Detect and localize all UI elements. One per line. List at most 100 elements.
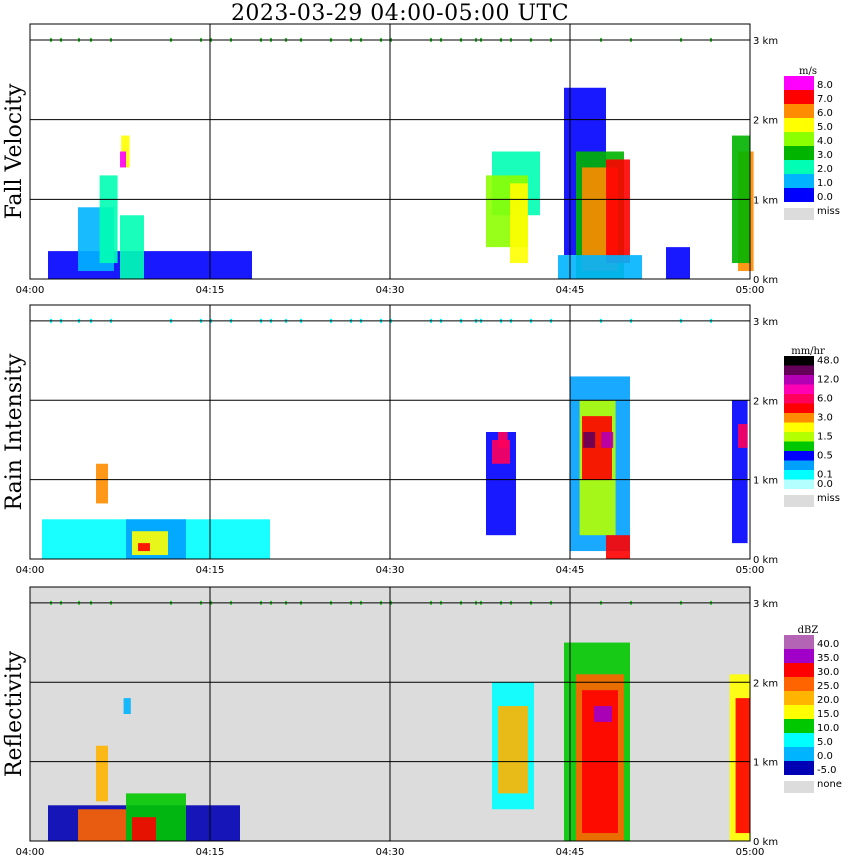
legend-swatch <box>784 160 814 174</box>
legend-label: 6.0 <box>817 108 833 119</box>
legend-swatch <box>784 432 814 442</box>
legend-label: 35.0 <box>817 653 839 664</box>
legend-swatch <box>784 118 814 132</box>
y-tick-label: 0 km <box>753 837 778 848</box>
legend-swatch <box>784 384 814 394</box>
echo-cell <box>78 809 126 841</box>
echo-cell <box>96 745 108 802</box>
color-legend: dBZ 40.0 35.0 30.0 25.0 20.0 15.0 10.0 5.0 0.0 -5.… <box>784 625 842 793</box>
echo-cell <box>138 543 150 552</box>
y-axis-label: Rain Intensity <box>2 353 27 510</box>
legend-missing-swatch <box>784 208 814 220</box>
echo-cell <box>601 432 614 448</box>
panel-2: 04:00 04:15 04:30 04:45 05:000 km 1 km 2 km 3 k… <box>2 304 840 576</box>
x-tick-label: 05:00 <box>736 565 765 576</box>
legend-swatch <box>784 174 814 188</box>
legend-swatch <box>784 635 814 649</box>
legend-label: 8.0 <box>817 80 833 91</box>
legend-unit: dBZ <box>798 625 819 636</box>
legend-swatch <box>784 649 814 663</box>
y-tick-label: 1 km <box>753 195 778 206</box>
legend-label: 0.0 <box>817 751 833 762</box>
x-tick-label: 04:15 <box>196 565 225 576</box>
x-tick-label: 04:30 <box>376 285 405 296</box>
echo-cell <box>666 247 690 279</box>
legend-swatch <box>784 451 814 461</box>
legend-swatch <box>784 403 814 413</box>
legend-swatch <box>784 188 814 202</box>
panel-3: 04:00 04:15 04:30 04:45 05:000 km 1 km 2 km 3 k… <box>2 586 842 858</box>
legend-label: 12.0 <box>817 375 839 386</box>
legend-missing-swatch <box>784 781 814 793</box>
plot-frame <box>29 304 751 560</box>
x-tick-label: 04:45 <box>556 565 585 576</box>
x-tick-label: 04:45 <box>556 285 585 296</box>
echo-cell <box>583 432 596 448</box>
y-tick-label: 3 km <box>753 36 778 47</box>
echo-cell <box>606 535 630 559</box>
legend-missing-label: none <box>817 779 842 790</box>
legend-swatch <box>784 470 814 480</box>
echo-cell <box>120 151 126 168</box>
legend-swatch <box>784 422 814 432</box>
legend-swatch <box>784 365 814 375</box>
legend-swatch <box>784 76 814 90</box>
legend-label: 0.1 <box>817 470 833 481</box>
legend-swatch <box>784 677 814 691</box>
legend-label: 15.0 <box>817 709 839 720</box>
y-axis-label: Reflectivity <box>2 650 27 777</box>
x-tick-label: 04:30 <box>376 565 405 576</box>
legend-label: 40.0 <box>817 639 839 650</box>
x-tick-label: 04:00 <box>16 285 45 296</box>
legend-label: 48.0 <box>817 356 839 367</box>
echo-cell <box>594 706 612 722</box>
legend-unit: m/s <box>799 66 817 77</box>
legend-unit: mm/hr <box>791 346 825 357</box>
legend-missing-swatch <box>784 495 814 507</box>
legend-label: 3.0 <box>817 413 833 424</box>
legend-label: 25.0 <box>817 681 839 692</box>
y-tick-label: 3 km <box>753 599 778 610</box>
legend-missing-label: miss <box>817 493 840 504</box>
echo-cell <box>120 215 144 279</box>
y-tick-label: 0 km <box>753 555 778 566</box>
legend-swatch <box>784 761 814 775</box>
color-legend: m/s8.0 7.0 6.0 5.0 4.0 3.0 2.0 1.0 0.0 miss <box>784 66 840 220</box>
legend-label: 1.5 <box>817 432 833 443</box>
x-tick-label: 04:00 <box>16 847 45 858</box>
legend-swatch <box>784 104 814 118</box>
legend-label: 10.0 <box>817 723 839 734</box>
y-tick-label: 2 km <box>753 116 778 127</box>
x-tick-label: 05:00 <box>736 285 765 296</box>
y-axis-label: Fall Velocity <box>2 83 27 219</box>
legend-swatch <box>784 479 814 489</box>
echo-cell <box>732 400 748 544</box>
legend-missing-label: miss <box>817 206 840 217</box>
y-tick-label: 1 km <box>753 758 778 769</box>
x-tick-label: 04:15 <box>196 285 225 296</box>
legend-swatch <box>784 733 814 747</box>
echo-cell <box>606 159 630 264</box>
legend-label: 5.0 <box>817 122 833 133</box>
legend-swatch <box>784 663 814 677</box>
echo-cell <box>99 175 118 264</box>
legend-label: 5.0 <box>817 737 833 748</box>
legend-swatch <box>784 441 814 451</box>
legend-label: 20.0 <box>817 695 839 706</box>
legend-swatch <box>784 394 814 404</box>
legend-label: -5.0 <box>817 765 837 776</box>
y-tick-label: 2 km <box>753 678 778 689</box>
legend-label: 0.0 <box>817 192 833 203</box>
legend-swatch <box>784 460 814 470</box>
legend-label: 6.0 <box>817 394 833 405</box>
echo-cell <box>132 817 156 841</box>
legend-swatch <box>784 375 814 385</box>
legend-label: 3.0 <box>817 150 833 161</box>
legend-swatch <box>784 691 814 705</box>
y-tick-label: 2 km <box>753 396 778 407</box>
y-tick-label: 1 km <box>753 476 778 487</box>
echo-cell <box>123 698 131 714</box>
echo-cell <box>498 706 528 794</box>
x-tick-label: 04:00 <box>16 565 45 576</box>
legend-swatch <box>784 356 814 366</box>
